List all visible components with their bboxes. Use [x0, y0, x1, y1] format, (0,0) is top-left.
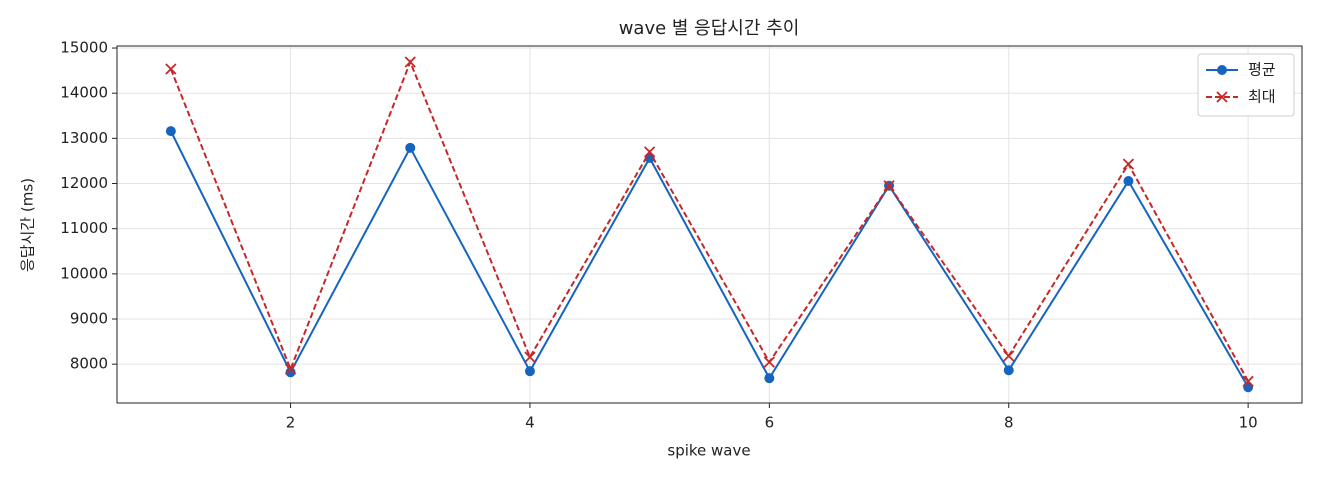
- y-tick-label: 15000: [60, 39, 108, 57]
- legend-label: 최대: [1248, 88, 1276, 106]
- chart-title: wave 별 응답시간 추이: [619, 18, 800, 39]
- marker: [404, 56, 416, 68]
- legend-marker: [1217, 65, 1227, 75]
- x-tick-label: 2: [286, 414, 296, 432]
- marker: [524, 366, 535, 377]
- y-tick-label: 9000: [70, 310, 108, 328]
- marker: [644, 146, 656, 158]
- marker: [1122, 158, 1135, 170]
- y-tick-label: 12000: [60, 174, 108, 192]
- y-tick-label: 13000: [60, 129, 108, 147]
- marker: [165, 126, 176, 137]
- marker: [1242, 375, 1254, 387]
- marker: [763, 356, 775, 368]
- marker: [883, 180, 895, 192]
- marker: [405, 142, 416, 153]
- x-tick-label: 10: [1239, 414, 1258, 432]
- series-line: [169, 130, 1250, 388]
- x-tick-label: 4: [525, 414, 535, 432]
- y-tick-label: 11000: [60, 219, 108, 237]
- marker: [1003, 350, 1015, 362]
- marker: [764, 373, 775, 384]
- marker: [1123, 176, 1134, 187]
- y-tick-label: 14000: [60, 84, 108, 102]
- x-axis-label: spike wave: [667, 442, 750, 460]
- series-line: [169, 59, 1250, 382]
- plot-frame: [116, 45, 1303, 404]
- legend-label: 평균: [1248, 61, 1276, 79]
- marker: [284, 363, 297, 375]
- marker: [1003, 365, 1014, 376]
- x-tick-label: 8: [1004, 414, 1014, 432]
- marker: [165, 63, 177, 75]
- y-axis-label: 응답시간 (ms): [19, 178, 37, 272]
- x-tick-label: 6: [765, 414, 775, 432]
- marker: [524, 351, 536, 363]
- y-tick-label: 8000: [70, 355, 108, 373]
- legend-box: [1197, 53, 1295, 117]
- marker: [285, 367, 296, 378]
- y-tick-label: 10000: [60, 264, 108, 282]
- legend-marker: [1216, 91, 1228, 103]
